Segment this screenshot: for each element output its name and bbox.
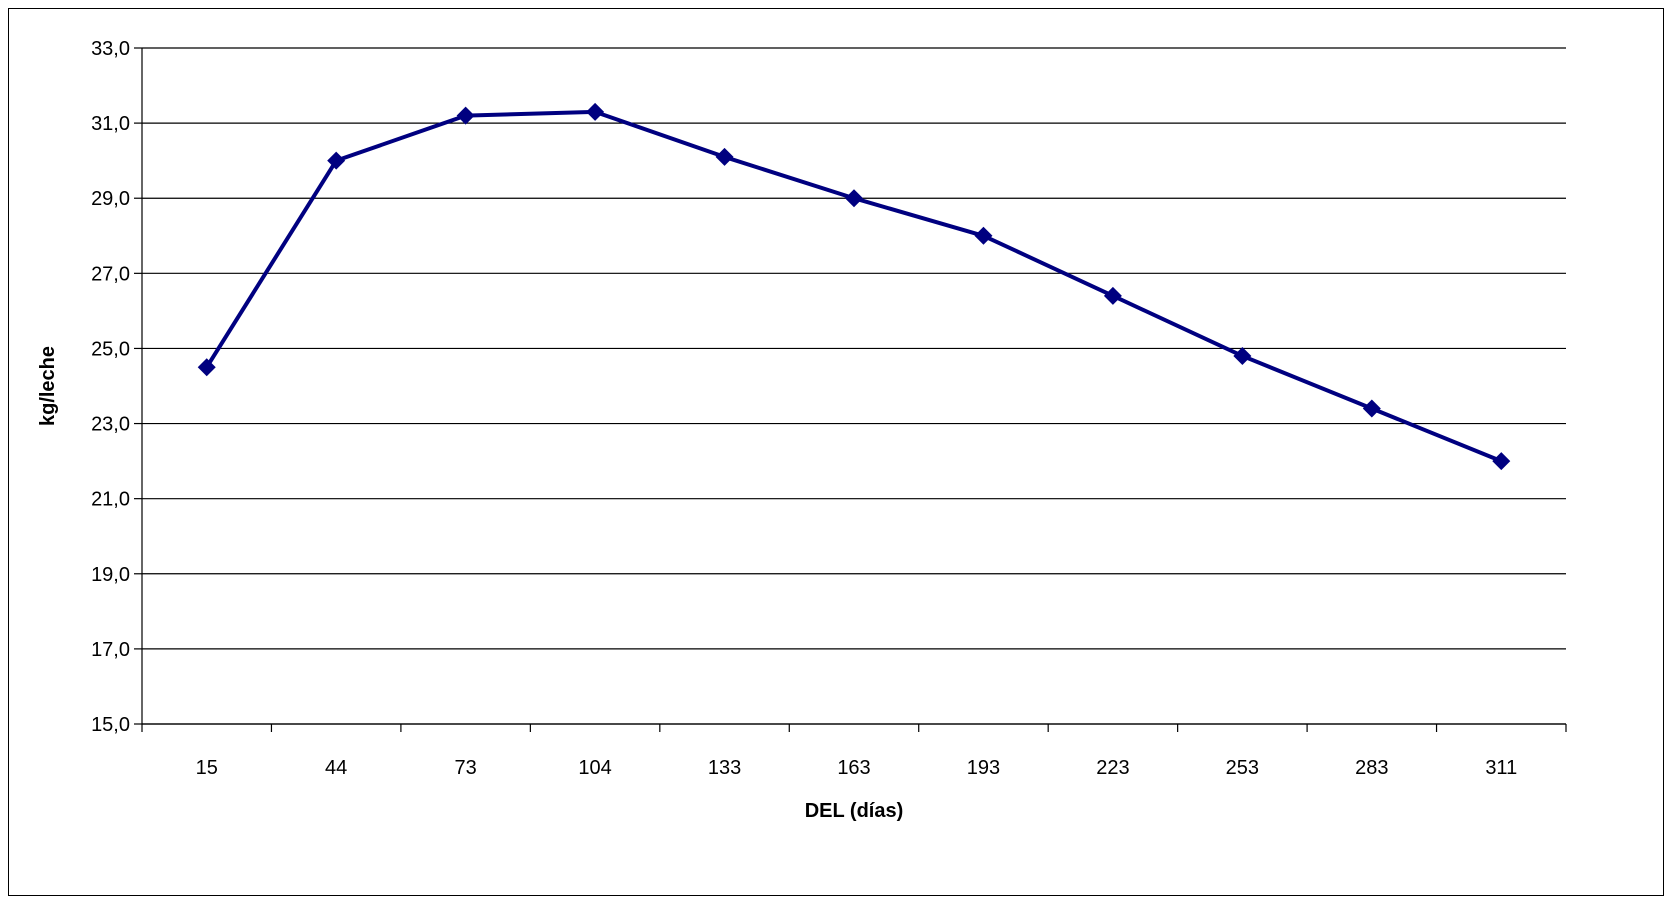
x-tick-label: 193 xyxy=(967,757,1000,779)
y-tick-label: 17,0 xyxy=(91,639,130,661)
x-tick-label: 163 xyxy=(837,757,870,779)
grid-lines xyxy=(142,47,1566,725)
y-tick-label: 23,0 xyxy=(91,414,130,436)
data-point-marker xyxy=(845,189,863,208)
data-point-marker xyxy=(715,147,734,166)
x-axis-title: DEL (días) xyxy=(805,800,904,822)
y-tick-label: 21,0 xyxy=(91,489,130,511)
data-point-marker xyxy=(1362,399,1381,418)
data-point-marker xyxy=(197,358,216,377)
data-point-marker xyxy=(1233,346,1252,365)
y-axis-tick-labels: 15,0 17,0 19,0 21,0 23,0 25,0 27,0 29,0 31,0 33,0 xyxy=(91,38,130,736)
y-tick-label: 25,0 xyxy=(91,338,130,360)
x-tick-label: 253 xyxy=(1226,757,1259,779)
y-tick-label: 27,0 xyxy=(91,263,130,285)
data-point-marker xyxy=(327,151,346,170)
y-tick-label: 15,0 xyxy=(91,714,130,736)
x-tick-label: 283 xyxy=(1355,757,1388,779)
x-tick-label: 15 xyxy=(196,757,218,779)
chart-frame: 15,0 17,0 19,0 21,0 23,0 25,0 27,0 29,0 31,0 33,0… xyxy=(8,8,1664,896)
data-point-marker xyxy=(456,106,475,125)
y-tick-label: 31,0 xyxy=(91,113,130,135)
line-chart: 15,0 17,0 19,0 21,0 23,0 25,0 27,0 29,0 31,0 33,0… xyxy=(37,38,1567,822)
data-point-marker xyxy=(586,102,605,121)
series-layer xyxy=(197,102,1511,471)
data-point-marker xyxy=(1103,286,1122,305)
x-tick-label: 44 xyxy=(325,757,347,779)
x-tick-label: 73 xyxy=(455,757,477,779)
x-tick-label: 311 xyxy=(1485,757,1517,779)
x-tick-label: 104 xyxy=(578,757,611,779)
y-tick-label: 29,0 xyxy=(91,188,130,210)
x-axis-tick-labels: 15 44 73 104 133 163 193 223 253 283 311 xyxy=(196,757,1518,779)
y-axis-title: kg/leche xyxy=(37,346,59,426)
data-point-marker xyxy=(974,226,993,245)
data-point-marker xyxy=(1492,452,1511,471)
y-tick-label: 33,0 xyxy=(91,38,130,60)
x-tick-label: 133 xyxy=(708,757,741,779)
axes xyxy=(134,47,1567,732)
series-line xyxy=(205,109,1503,463)
y-tick-label: 19,0 xyxy=(91,564,130,586)
x-tick-label: 223 xyxy=(1096,757,1129,779)
